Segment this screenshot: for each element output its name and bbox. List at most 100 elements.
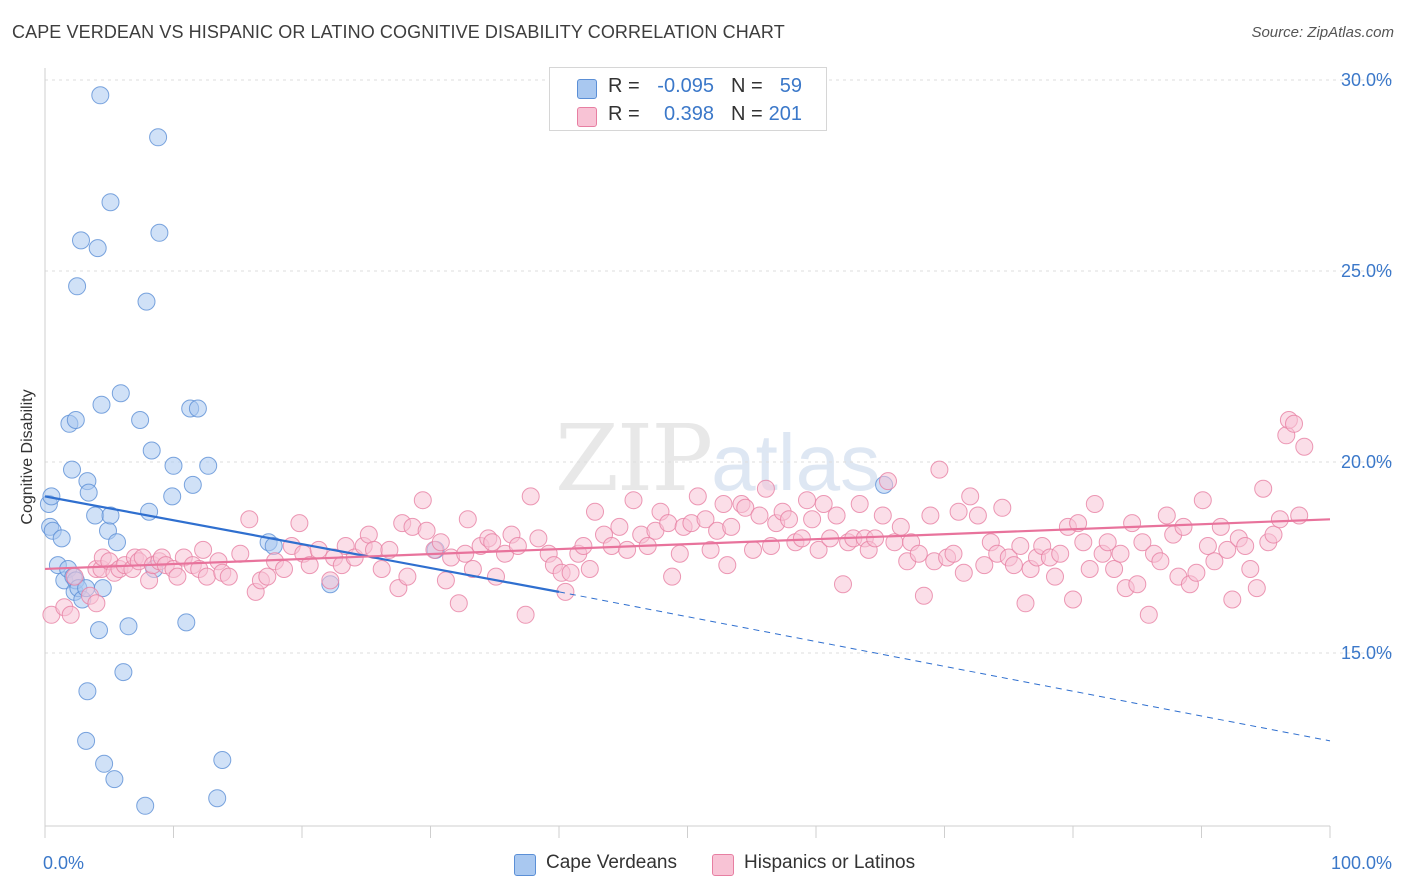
data-point (909, 544, 928, 563)
data-point (756, 479, 775, 498)
data-point (1174, 517, 1193, 536)
data-point (79, 483, 98, 502)
data-point (77, 731, 96, 750)
data-point (149, 128, 168, 147)
data-point (275, 560, 293, 578)
data-point (1218, 540, 1237, 559)
data-point (359, 525, 378, 544)
data-point (921, 506, 940, 525)
source-label: Source: ZipAtlas.com (1251, 24, 1394, 41)
legend-swatch (514, 854, 536, 876)
legend-n-label: N = (731, 75, 763, 97)
data-point (163, 487, 182, 506)
data-point (561, 563, 580, 582)
data-point (688, 487, 707, 506)
chart-title: CAPE VERDEAN VS HISPANIC OR LATINO COGNI… (12, 22, 785, 42)
data-point (91, 86, 110, 105)
legend-swatch-cape-verdeans (577, 79, 597, 99)
legend-swatch (712, 854, 734, 876)
data-point (696, 510, 715, 529)
data-point (1198, 537, 1217, 555)
data-point (131, 411, 150, 429)
data-point (119, 617, 138, 636)
data-point (150, 223, 169, 242)
data-point (954, 563, 973, 582)
data-point (101, 193, 120, 212)
data-point (1254, 479, 1273, 498)
data-point (213, 751, 232, 769)
data-point (1123, 514, 1142, 533)
x-tick-label: 100.0% (1331, 853, 1392, 873)
data-point (78, 682, 97, 701)
legend-item-label: Hispanics or Latinos (744, 852, 916, 873)
data-point (618, 540, 637, 559)
data-point (1098, 533, 1117, 552)
data-point (183, 475, 202, 494)
data-point (68, 277, 87, 296)
data-point (580, 560, 599, 578)
data-point (574, 537, 593, 555)
y-tick-label: 30.0% (1341, 70, 1392, 90)
data-point (458, 510, 477, 529)
data-point (114, 663, 133, 682)
trend-lines (44, 495, 1331, 742)
data-point (309, 540, 328, 559)
data-point (1187, 563, 1206, 582)
data-point (92, 395, 111, 414)
legend-n-label: N = (731, 103, 763, 125)
data-point (90, 621, 108, 640)
y-tick-label: 15.0% (1341, 643, 1392, 663)
data-point (610, 517, 629, 536)
x-tick-label: 0.0% (43, 853, 84, 873)
data-point (72, 231, 90, 250)
data-point (88, 239, 107, 258)
data-point (197, 567, 216, 586)
data-point (1270, 510, 1289, 529)
series-cape-verdeans (39, 86, 894, 815)
data-point (1069, 514, 1088, 533)
data-point (1064, 590, 1082, 609)
data-point (1011, 537, 1030, 555)
data-point (1128, 575, 1147, 594)
data-point (142, 441, 161, 460)
data-point (95, 754, 114, 773)
data-point (300, 556, 319, 575)
data-point (834, 575, 852, 594)
data-point (624, 491, 643, 510)
data-point (1295, 437, 1314, 456)
data-point (873, 506, 892, 525)
data-point (1139, 605, 1158, 624)
data-point (1151, 552, 1170, 571)
data-point (659, 514, 678, 533)
data-point (780, 510, 798, 529)
data-point (663, 567, 682, 586)
data-point (1157, 506, 1176, 525)
data-point (61, 605, 80, 624)
data-point (52, 529, 71, 548)
data-point (63, 460, 81, 479)
data-point (258, 567, 277, 586)
data-point (1016, 594, 1035, 613)
y-tick-label: 20.0% (1341, 452, 1392, 472)
data-point (798, 491, 816, 510)
data-point (42, 487, 61, 506)
data-point (168, 567, 187, 586)
data-point (177, 613, 196, 632)
data-point (1046, 567, 1064, 586)
data-point (1211, 517, 1230, 536)
data-point (714, 495, 733, 513)
data-point (137, 292, 156, 311)
data-point (891, 517, 910, 536)
data-point (101, 506, 120, 525)
data-point (1051, 544, 1070, 563)
data-point (1004, 556, 1023, 575)
data-point (108, 533, 126, 552)
data-point (398, 567, 417, 586)
data-point (1133, 533, 1152, 552)
data-point (701, 540, 720, 559)
y-tick-label: 25.0% (1341, 261, 1392, 281)
data-point (949, 502, 968, 521)
data-point (1241, 560, 1260, 578)
legend-item-label: Cape Verdeans (546, 852, 677, 873)
